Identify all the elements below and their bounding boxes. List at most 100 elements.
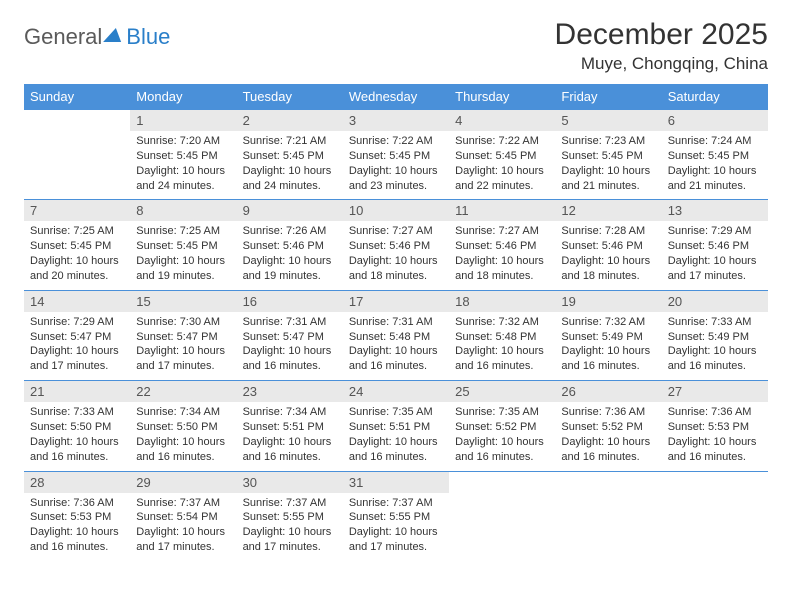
calendar-cell: 5Sunrise: 7:23 AMSunset: 5:45 PMDaylight… xyxy=(555,110,661,200)
calendar-cell: 6Sunrise: 7:24 AMSunset: 5:45 PMDaylight… xyxy=(662,110,768,200)
day-number: 31 xyxy=(343,472,449,493)
calendar-cell xyxy=(449,471,555,561)
calendar-row: 28Sunrise: 7:36 AMSunset: 5:53 PMDayligh… xyxy=(24,471,768,561)
day-number: 2 xyxy=(237,110,343,131)
sunrise-text: Sunrise: 7:37 AM xyxy=(243,496,337,511)
sunset-text: Sunset: 5:46 PM xyxy=(561,239,655,254)
calendar-cell: 12Sunrise: 7:28 AMSunset: 5:46 PMDayligh… xyxy=(555,200,661,290)
day-body: Sunrise: 7:27 AMSunset: 5:46 PMDaylight:… xyxy=(343,221,449,289)
weekday-header: Monday xyxy=(130,84,236,110)
weekday-header: Thursday xyxy=(449,84,555,110)
day-number: 27 xyxy=(662,381,768,402)
sunrise-text: Sunrise: 7:28 AM xyxy=(561,224,655,239)
daylight-text: Daylight: 10 hours and 19 minutes. xyxy=(243,254,337,284)
day-body: Sunrise: 7:37 AMSunset: 5:54 PMDaylight:… xyxy=(130,493,236,561)
sunset-text: Sunset: 5:52 PM xyxy=(561,420,655,435)
sunset-text: Sunset: 5:48 PM xyxy=(455,330,549,345)
day-number: 26 xyxy=(555,381,661,402)
weekday-header: Wednesday xyxy=(343,84,449,110)
sunset-text: Sunset: 5:50 PM xyxy=(136,420,230,435)
daylight-text: Daylight: 10 hours and 16 minutes. xyxy=(668,344,762,374)
sunrise-text: Sunrise: 7:21 AM xyxy=(243,134,337,149)
sunrise-text: Sunrise: 7:36 AM xyxy=(561,405,655,420)
daylight-text: Daylight: 10 hours and 17 minutes. xyxy=(349,525,443,555)
calendar-cell: 15Sunrise: 7:30 AMSunset: 5:47 PMDayligh… xyxy=(130,290,236,380)
daylight-text: Daylight: 10 hours and 16 minutes. xyxy=(243,435,337,465)
day-number: 19 xyxy=(555,291,661,312)
daylight-text: Daylight: 10 hours and 16 minutes. xyxy=(136,435,230,465)
calendar-cell: 31Sunrise: 7:37 AMSunset: 5:55 PMDayligh… xyxy=(343,471,449,561)
sunset-text: Sunset: 5:46 PM xyxy=(455,239,549,254)
day-number: 23 xyxy=(237,381,343,402)
sunrise-text: Sunrise: 7:24 AM xyxy=(668,134,762,149)
sunset-text: Sunset: 5:46 PM xyxy=(349,239,443,254)
sunrise-text: Sunrise: 7:22 AM xyxy=(349,134,443,149)
sunrise-text: Sunrise: 7:25 AM xyxy=(30,224,124,239)
sunset-text: Sunset: 5:51 PM xyxy=(243,420,337,435)
day-number: 3 xyxy=(343,110,449,131)
daylight-text: Daylight: 10 hours and 24 minutes. xyxy=(243,164,337,194)
day-number: 24 xyxy=(343,381,449,402)
daylight-text: Daylight: 10 hours and 17 minutes. xyxy=(136,525,230,555)
daylight-text: Daylight: 10 hours and 16 minutes. xyxy=(30,435,124,465)
day-body: Sunrise: 7:31 AMSunset: 5:47 PMDaylight:… xyxy=(237,312,343,380)
day-number: 16 xyxy=(237,291,343,312)
day-body xyxy=(24,116,130,125)
day-body: Sunrise: 7:30 AMSunset: 5:47 PMDaylight:… xyxy=(130,312,236,380)
calendar-cell: 26Sunrise: 7:36 AMSunset: 5:52 PMDayligh… xyxy=(555,381,661,471)
day-body: Sunrise: 7:34 AMSunset: 5:51 PMDaylight:… xyxy=(237,402,343,470)
calendar-cell: 24Sunrise: 7:35 AMSunset: 5:51 PMDayligh… xyxy=(343,381,449,471)
sunrise-text: Sunrise: 7:27 AM xyxy=(455,224,549,239)
day-body: Sunrise: 7:21 AMSunset: 5:45 PMDaylight:… xyxy=(237,131,343,199)
sunset-text: Sunset: 5:46 PM xyxy=(243,239,337,254)
day-body: Sunrise: 7:37 AMSunset: 5:55 PMDaylight:… xyxy=(237,493,343,561)
day-number: 22 xyxy=(130,381,236,402)
sunset-text: Sunset: 5:46 PM xyxy=(668,239,762,254)
page-title: December 2025 xyxy=(555,18,768,52)
daylight-text: Daylight: 10 hours and 16 minutes. xyxy=(455,435,549,465)
daylight-text: Daylight: 10 hours and 17 minutes. xyxy=(136,344,230,374)
header: General Blue December 2025 Muye, Chongqi… xyxy=(24,18,768,74)
calendar-cell: 23Sunrise: 7:34 AMSunset: 5:51 PMDayligh… xyxy=(237,381,343,471)
day-number: 18 xyxy=(449,291,555,312)
day-body: Sunrise: 7:28 AMSunset: 5:46 PMDaylight:… xyxy=(555,221,661,289)
calendar-cell: 10Sunrise: 7:27 AMSunset: 5:46 PMDayligh… xyxy=(343,200,449,290)
sunrise-text: Sunrise: 7:34 AM xyxy=(243,405,337,420)
calendar-cell: 22Sunrise: 7:34 AMSunset: 5:50 PMDayligh… xyxy=(130,381,236,471)
sunrise-text: Sunrise: 7:29 AM xyxy=(668,224,762,239)
sunrise-text: Sunrise: 7:31 AM xyxy=(349,315,443,330)
sunset-text: Sunset: 5:49 PM xyxy=(668,330,762,345)
daylight-text: Daylight: 10 hours and 18 minutes. xyxy=(455,254,549,284)
day-body xyxy=(449,478,555,487)
daylight-text: Daylight: 10 hours and 21 minutes. xyxy=(561,164,655,194)
calendar-cell: 30Sunrise: 7:37 AMSunset: 5:55 PMDayligh… xyxy=(237,471,343,561)
calendar-cell: 27Sunrise: 7:36 AMSunset: 5:53 PMDayligh… xyxy=(662,381,768,471)
day-body: Sunrise: 7:20 AMSunset: 5:45 PMDaylight:… xyxy=(130,131,236,199)
calendar-cell: 20Sunrise: 7:33 AMSunset: 5:49 PMDayligh… xyxy=(662,290,768,380)
day-body xyxy=(662,478,768,487)
calendar-cell: 25Sunrise: 7:35 AMSunset: 5:52 PMDayligh… xyxy=(449,381,555,471)
daylight-text: Daylight: 10 hours and 22 minutes. xyxy=(455,164,549,194)
logo: General Blue xyxy=(24,24,170,50)
day-body: Sunrise: 7:35 AMSunset: 5:52 PMDaylight:… xyxy=(449,402,555,470)
sunrise-text: Sunrise: 7:23 AM xyxy=(561,134,655,149)
calendar-cell: 7Sunrise: 7:25 AMSunset: 5:45 PMDaylight… xyxy=(24,200,130,290)
sunrise-text: Sunrise: 7:32 AM xyxy=(561,315,655,330)
calendar-cell: 21Sunrise: 7:33 AMSunset: 5:50 PMDayligh… xyxy=(24,381,130,471)
calendar-cell xyxy=(24,110,130,200)
day-number: 8 xyxy=(130,200,236,221)
calendar-cell: 8Sunrise: 7:25 AMSunset: 5:45 PMDaylight… xyxy=(130,200,236,290)
daylight-text: Daylight: 10 hours and 16 minutes. xyxy=(30,525,124,555)
day-body: Sunrise: 7:33 AMSunset: 5:50 PMDaylight:… xyxy=(24,402,130,470)
calendar-cell: 9Sunrise: 7:26 AMSunset: 5:46 PMDaylight… xyxy=(237,200,343,290)
sunrise-text: Sunrise: 7:25 AM xyxy=(136,224,230,239)
calendar-cell: 11Sunrise: 7:27 AMSunset: 5:46 PMDayligh… xyxy=(449,200,555,290)
day-number: 29 xyxy=(130,472,236,493)
day-body: Sunrise: 7:29 AMSunset: 5:47 PMDaylight:… xyxy=(24,312,130,380)
day-body: Sunrise: 7:33 AMSunset: 5:49 PMDaylight:… xyxy=(662,312,768,380)
sunset-text: Sunset: 5:55 PM xyxy=(243,510,337,525)
day-body: Sunrise: 7:32 AMSunset: 5:49 PMDaylight:… xyxy=(555,312,661,380)
weekday-header: Sunday xyxy=(24,84,130,110)
day-body: Sunrise: 7:24 AMSunset: 5:45 PMDaylight:… xyxy=(662,131,768,199)
sunrise-text: Sunrise: 7:29 AM xyxy=(30,315,124,330)
